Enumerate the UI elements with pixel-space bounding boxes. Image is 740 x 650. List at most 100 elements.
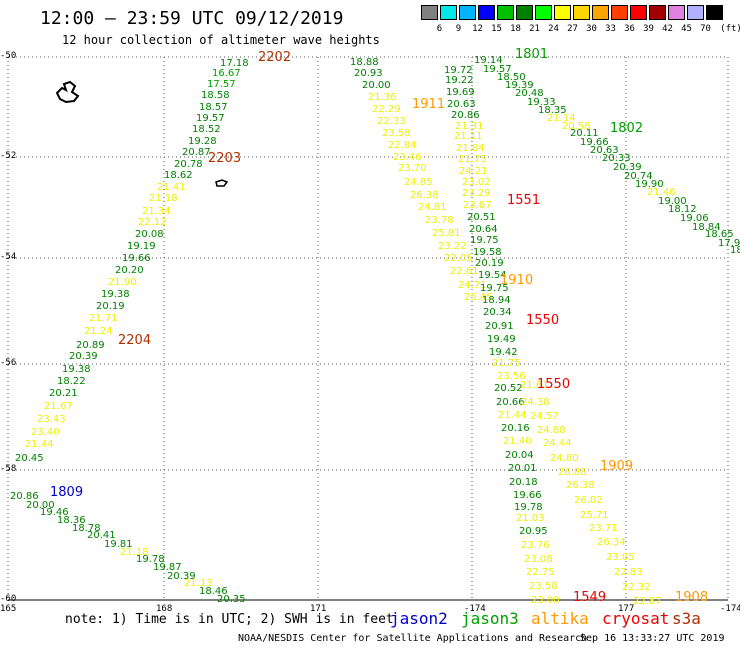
wave-height-value: 23.22 <box>438 241 467 252</box>
wave-height-value: 19.58 <box>473 247 502 258</box>
legend-swatch <box>554 5 571 20</box>
wave-height-value: 24.71 <box>458 280 487 291</box>
wave-height-value: 21.71 <box>89 313 118 324</box>
wave-height-value: 19.66 <box>513 490 542 501</box>
wave-height-value: 20.11 <box>570 128 599 139</box>
legend-swatch <box>516 5 533 20</box>
latitude-label: -60 <box>0 594 17 604</box>
map-note: note: 1) Time is in UTC; 2) SWH is in fe… <box>65 612 394 627</box>
wave-height-value: 17.57 <box>207 79 236 90</box>
legend-swatch <box>573 5 590 20</box>
generation-timestamp: Sep 16 13:33:27 UTC 2019 <box>580 633 725 644</box>
longitude-label: 171 <box>310 604 327 614</box>
island-shape <box>215 179 229 187</box>
legend-swatch <box>497 5 514 20</box>
wave-height-value: 22.33 <box>377 116 406 127</box>
legend-label: 30 <box>586 24 597 34</box>
wave-height-value: 18.52 <box>192 124 221 135</box>
wave-height-value: 22.87 <box>633 596 662 607</box>
wave-height-value: 25.81 <box>432 228 461 239</box>
longitude-label: 168 <box>156 604 173 614</box>
wave-height-value: 20.39 <box>69 351 98 362</box>
legend-swatch <box>649 5 666 20</box>
wave-height-value: 21.84 <box>456 143 485 154</box>
wave-height-value: 25.45 <box>464 292 493 303</box>
wave-height-value: 21.14 <box>547 113 576 124</box>
legend-label: 27 <box>567 24 578 34</box>
satellite-name: cryosat <box>602 609 670 628</box>
wave-height-value: 19.75 <box>470 235 499 246</box>
wave-height-value: 21.41 <box>157 182 186 193</box>
latitude-label: -52 <box>0 151 17 161</box>
pass-time-label: 1910 <box>500 273 533 288</box>
wave-height-value: 21.67 <box>44 401 73 412</box>
wave-height-value: 24.38 <box>521 397 550 408</box>
wave-height-value: 20.51 <box>467 212 496 223</box>
wave-height-value: 23.87 <box>463 200 492 211</box>
lat-lon-grid <box>7 56 729 601</box>
wave-height-value: 18.78 <box>72 523 101 534</box>
wave-height-value: 22.05 <box>444 253 473 264</box>
wave-height-value: 20.01 <box>508 463 537 474</box>
latitude-label: -54 <box>0 252 17 262</box>
wave-height-value: 24.80 <box>550 453 579 464</box>
wave-height-points: 17.1816.6717.5718.5818.5719.5718.5219.28… <box>10 55 740 607</box>
wave-height-value: 19.87 <box>153 562 182 573</box>
wave-height-value: 19.90 <box>635 179 664 190</box>
wave-height-value: 26.38 <box>410 190 439 201</box>
wave-height-value: 21.90 <box>108 277 137 288</box>
legend-swatch <box>611 5 628 20</box>
legend-label: 39 <box>643 24 654 34</box>
pass-time-label: 2204 <box>118 333 151 348</box>
wave-height-value: 18.94 <box>482 295 511 306</box>
wave-height-value: 18.84 <box>692 222 721 233</box>
wave-height-value: 20.33 <box>602 153 631 164</box>
wave-height-value: 23.46 <box>393 152 422 163</box>
map-subtitle: 12 hour collection of altimeter wave hei… <box>62 33 380 47</box>
wave-height-value: 23.43 <box>37 414 66 425</box>
wave-height-value: 21.46 <box>647 187 676 198</box>
legend-label: 12 <box>472 24 483 34</box>
wave-height-value: 22.12 <box>138 217 167 228</box>
wave-height-value: 20.64 <box>469 224 498 235</box>
wave-height-value: 19.22 <box>445 75 474 86</box>
latitude-label: -56 <box>0 358 17 368</box>
wave-height-value: 20.16 <box>501 423 530 434</box>
satellite-name: s3a <box>672 609 701 628</box>
pass-time-label: 1550 <box>526 313 559 328</box>
pass-time-label: 1909 <box>600 459 633 474</box>
pass-time-label: 1549 <box>573 590 606 605</box>
longitude-label: -174 <box>720 604 740 614</box>
wave-height-value: 19.49 <box>487 334 516 345</box>
wave-height-value: 21.11 <box>454 131 483 142</box>
legend-label: 70 <box>700 24 711 34</box>
wave-height-value: 18.12 <box>668 204 697 215</box>
wave-height-value: 24.57 <box>530 411 559 422</box>
wave-height-value: 19.46 <box>40 507 69 518</box>
wave-height-value: 23.29 <box>462 188 491 199</box>
wave-height-value: 23.78 <box>425 215 454 226</box>
wave-height-value: 22.75 <box>526 567 555 578</box>
wave-height-value: 23.02 <box>462 177 491 188</box>
legend-label: 9 <box>455 24 462 34</box>
wave-height-value: 21.13 <box>184 578 213 589</box>
wave-height-value: 20.08 <box>135 229 164 240</box>
wave-height-value: 21.75 <box>458 154 487 165</box>
wave-height-value: 21.18 <box>149 193 178 204</box>
wave-height-value: 20.39 <box>613 162 642 173</box>
satellite-name: jason3 <box>461 609 519 628</box>
wave-height-value: 21.36 <box>368 92 397 103</box>
wave-height-value: 22.83 <box>614 567 643 578</box>
wave-height-value: 20.04 <box>505 450 534 461</box>
wave-height-value: 23.70 <box>398 163 427 174</box>
wave-height-value: 19.28 <box>188 136 217 147</box>
wave-height-value: 18.65 <box>705 229 734 240</box>
wave-height-value: 24.21 <box>459 166 488 177</box>
wave-height-value: 26.88 <box>558 467 587 478</box>
wave-height-value: 19.57 <box>483 64 512 75</box>
wave-height-value: 20.48 <box>515 88 544 99</box>
wave-height-value: 19.06 <box>680 213 709 224</box>
wave-height-value: 20.45 <box>15 453 44 464</box>
wave-height-value: 20.52 <box>494 383 523 394</box>
